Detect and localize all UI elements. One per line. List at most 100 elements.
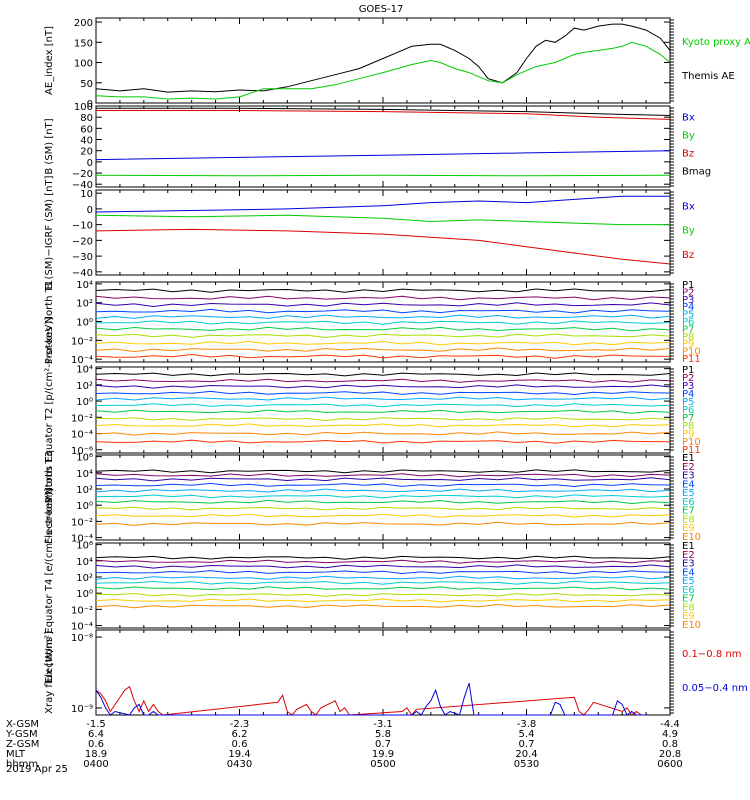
y-tick-label: 0 <box>87 205 93 216</box>
ephemeris-value: 4.9 <box>662 729 678 740</box>
legend-entry: P7 <box>682 413 694 424</box>
flux-channel-line <box>95 575 671 580</box>
y-axis-label: Electrons North T3 <box>44 451 55 544</box>
ephemeris-row-label: MLT <box>6 749 26 760</box>
y-tick-label: 10⁻⁴ <box>71 355 93 366</box>
ephemeris-value: 0400 <box>83 759 108 770</box>
y-axis-label: Electrons Equator T4 [e/(cm²-s-sr-keV)] <box>44 488 55 683</box>
flux-channel-line <box>95 603 671 609</box>
legend-entry: E1 <box>682 453 695 464</box>
ephemeris-value: 20.4 <box>515 749 537 760</box>
y-tick-label: −20 <box>72 236 93 247</box>
flux-channel-line <box>95 482 671 488</box>
y-axis-label: Protons Equator T2 [p/(cm²-s-sr-keV)] <box>44 317 55 504</box>
legend-entry: E8 <box>682 602 695 613</box>
legend-entry: P5 <box>682 397 694 408</box>
legend-entry: E7 <box>682 594 695 605</box>
flux-channel-line <box>95 417 671 422</box>
panel-ee: 10⁻⁴ 10⁻² 10⁰ 10² 10⁴ 10⁶ Electrons Equator T4… <box>44 488 701 683</box>
y-tick-label: 80 <box>80 113 93 124</box>
flux-channel-line <box>95 347 671 353</box>
legend-entry: P7 <box>682 324 694 335</box>
ephemeris-row-label: X-GSM <box>6 719 39 730</box>
legend-entry: P1 <box>682 365 694 376</box>
legend-entry: E9 <box>682 611 695 622</box>
legend-entry: P1 <box>682 280 694 291</box>
series-line <box>96 107 671 116</box>
y-axis-label: B (SM) [nT] <box>44 118 55 174</box>
flux-channel-line <box>95 372 671 377</box>
legend-entry: Bz <box>682 250 694 261</box>
flux-channel-line <box>95 431 671 436</box>
panel-frame <box>95 189 671 276</box>
flux-channel-line <box>95 384 671 389</box>
legend-entry: P9 <box>682 429 694 440</box>
flux-channel-line <box>95 302 671 308</box>
ephemeris-value: 6.4 <box>88 729 104 740</box>
flux-channel-line <box>95 559 671 564</box>
panel-xray: 10⁻⁸ 10⁻⁹ Xray flux [W/m²] 0.1−0.8 nm 0.05−0… <box>44 629 748 716</box>
flux-channel-line <box>95 570 671 575</box>
y-tick-label: 10⁻⁴ <box>71 430 93 441</box>
ephemeris-value: 0.7 <box>375 739 391 750</box>
y-tick-label: −40 <box>72 268 93 279</box>
ephemeris-value: 0500 <box>370 759 395 770</box>
legend-entry: P11 <box>682 354 701 365</box>
ephemeris-value: 5.4 <box>519 729 535 740</box>
plot-title: GOES-17 <box>359 4 404 15</box>
y-tick-label: 10² <box>76 381 93 392</box>
legend-entry: E5 <box>682 488 695 499</box>
legend-entry: E4 <box>682 567 695 578</box>
y-tick-label: 10⁴ <box>76 557 93 568</box>
y-tick-label: 10² <box>76 485 93 496</box>
series-line <box>95 228 671 265</box>
series-line <box>95 685 642 716</box>
flux-channel-line <box>95 326 671 332</box>
y-tick-label: 150 <box>74 38 93 49</box>
flux-channel-line <box>95 586 671 591</box>
flux-channel-line <box>95 494 671 499</box>
legend-entry: Bx <box>682 201 695 212</box>
flux-channel-line <box>95 513 671 518</box>
flux-channel-line <box>95 340 671 346</box>
ephemeris-value: -3.8 <box>517 719 537 730</box>
ephemeris-value: 6.2 <box>232 729 248 740</box>
y-tick-label: 100 <box>74 59 93 70</box>
panel-frame <box>95 629 671 716</box>
y-tick-label: 0 <box>87 158 93 169</box>
y-tick-label: 10⁻⁴ <box>71 534 93 545</box>
legend-entry: E3 <box>682 559 695 570</box>
panel-frame <box>95 366 671 454</box>
y-tick-label: 10² <box>76 299 93 310</box>
panel-pe: 10⁻⁶ 10⁻⁴ 10⁻² 10⁰ 10² 10⁴ Protons Equator T2 … <box>44 317 701 504</box>
panel-bigrf: −40 −30 −20 −10 0 10 B (SM)−IGRF (SM) [nT] Bx By… <box>44 175 695 289</box>
series-line <box>95 214 670 226</box>
legend-entry: E4 <box>682 479 695 490</box>
legend-entry: P3 <box>682 295 694 306</box>
flux-channel-line <box>95 423 671 428</box>
flux-channel-line <box>95 521 671 526</box>
flux-channel-line <box>95 320 671 325</box>
legend-entry: E7 <box>682 506 695 517</box>
legend-entry: P5 <box>682 310 694 321</box>
legend-entry: Bx <box>682 112 695 123</box>
legend-entry: P6 <box>682 405 694 416</box>
y-tick-label: 10⁶ <box>76 541 93 552</box>
flux-channel-line <box>95 598 671 603</box>
ephemeris-value: 0430 <box>227 759 252 770</box>
flux-channel-line <box>95 439 671 444</box>
series-line <box>95 41 671 100</box>
legend-entry: 0.05−0.4 nm <box>682 683 748 694</box>
y-tick-label: −20 <box>72 169 93 180</box>
legend-entry: E10 <box>682 620 701 631</box>
y-tick-label: 100 <box>74 102 93 113</box>
legend-entry: P6 <box>682 317 694 328</box>
y-axis-label: Protons North T1 <box>44 280 55 364</box>
flux-channel-line <box>95 506 671 511</box>
ephemeris-value: 20.8 <box>659 749 681 760</box>
y-axis-label: Xray flux [W/m²] <box>44 631 55 714</box>
y-tick-label: 40 <box>80 136 93 147</box>
flux-channel-line <box>95 580 671 585</box>
legend-entry: P9 <box>682 339 694 350</box>
legend-entry: P2 <box>682 287 694 298</box>
